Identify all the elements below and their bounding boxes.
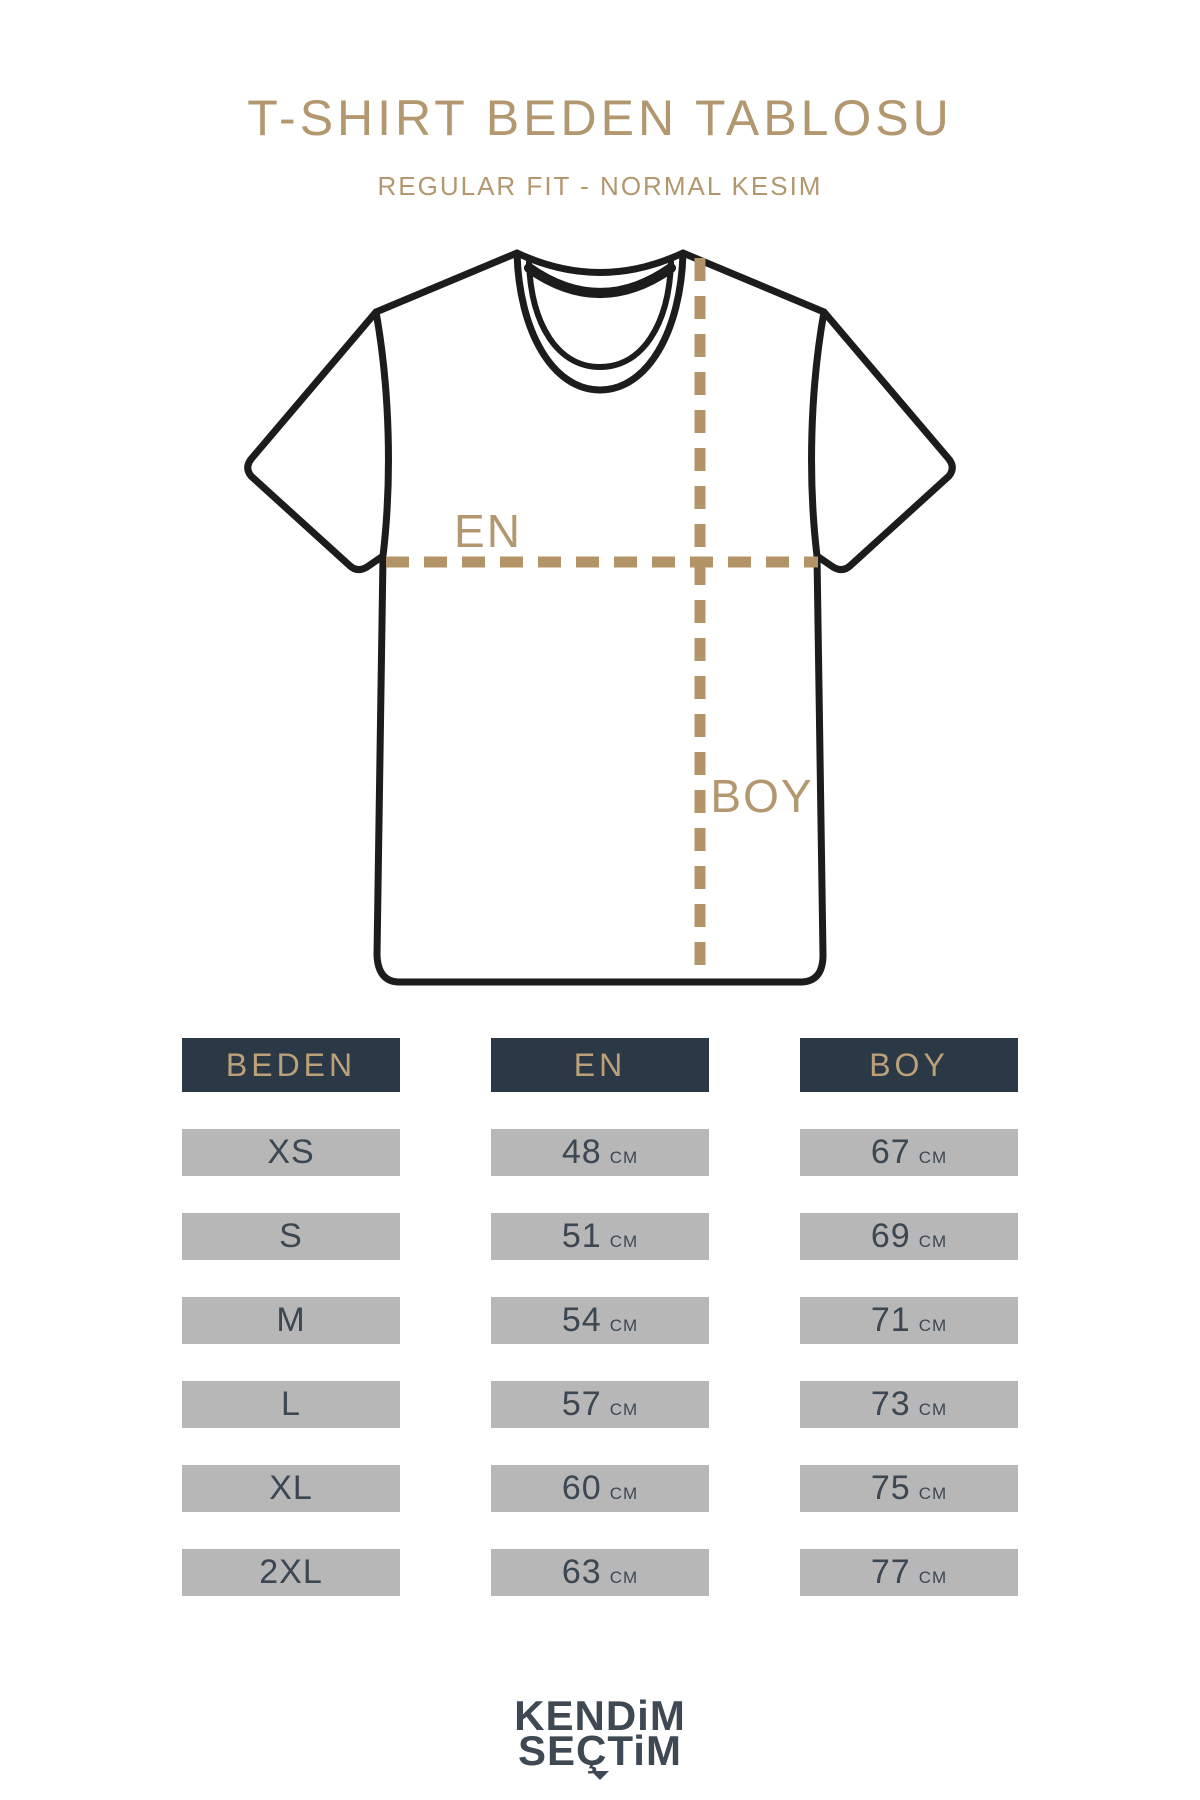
width-cell: 57 CM bbox=[491, 1381, 709, 1428]
column-header-boy: BOY bbox=[800, 1038, 1018, 1092]
brand-logo: KENDiM SEÇTiM bbox=[0, 1692, 1200, 1780]
width-cell: 60 CM bbox=[491, 1465, 709, 1512]
length-value: 69 bbox=[870, 1217, 911, 1255]
size-cell: XS bbox=[182, 1129, 400, 1176]
unit-label: CM bbox=[918, 1232, 948, 1251]
width-value: 60 bbox=[561, 1469, 602, 1507]
unit-label: CM bbox=[918, 1148, 948, 1167]
length-cell: 69 CM bbox=[800, 1213, 1018, 1260]
size-cell: M bbox=[182, 1297, 400, 1344]
size-cell: L bbox=[182, 1381, 400, 1428]
length-cell: 73 CM bbox=[800, 1381, 1018, 1428]
length-value: 71 bbox=[870, 1301, 911, 1339]
collar-inner-line bbox=[526, 259, 674, 371]
length-label: BOY bbox=[710, 770, 813, 822]
table-row: XS 48 CM 67 CM bbox=[182, 1129, 1018, 1176]
length-cell: 77 CM bbox=[800, 1549, 1018, 1596]
length-value: 75 bbox=[870, 1469, 911, 1507]
table-row: M 54 CM 71 CM bbox=[182, 1297, 1018, 1344]
width-value: 51 bbox=[561, 1217, 602, 1255]
size-cell: XL bbox=[182, 1465, 400, 1512]
collar-outer-line bbox=[513, 249, 687, 394]
length-value: 67 bbox=[870, 1133, 911, 1171]
width-cell: 48 CM bbox=[491, 1129, 709, 1176]
length-cell: 75 CM bbox=[800, 1465, 1018, 1512]
collar-back-line bbox=[524, 263, 676, 298]
length-value: 73 bbox=[870, 1385, 911, 1423]
unit-label: CM bbox=[609, 1316, 639, 1335]
brand-triangle-icon bbox=[591, 1771, 609, 1780]
length-cell: 71 CM bbox=[800, 1297, 1018, 1344]
unit-label: CM bbox=[918, 1484, 948, 1503]
tshirt-outline bbox=[244, 249, 956, 986]
table-row: XL 60 CM 75 CM bbox=[182, 1465, 1018, 1512]
page-title: T-SHIRT BEDEN TABLOSU bbox=[247, 90, 953, 146]
unit-label: CM bbox=[609, 1568, 639, 1587]
width-label: EN bbox=[454, 505, 522, 557]
width-value: 48 bbox=[561, 1133, 602, 1171]
brand-line2: SEÇTiM bbox=[518, 1727, 682, 1774]
unit-label: CM bbox=[609, 1484, 639, 1503]
unit-label: CM bbox=[609, 1232, 639, 1251]
left-sleeve-seam bbox=[372, 308, 392, 560]
unit-label: CM bbox=[918, 1568, 948, 1587]
table-row: L 57 CM 73 CM bbox=[182, 1381, 1018, 1428]
unit-label: CM bbox=[609, 1400, 639, 1419]
unit-label: CM bbox=[918, 1316, 948, 1335]
brand-line1: KENDiM bbox=[514, 1692, 686, 1739]
width-cell: 51 CM bbox=[491, 1213, 709, 1260]
width-cell: 63 CM bbox=[491, 1549, 709, 1596]
unit-label: CM bbox=[918, 1400, 948, 1419]
size-table: BEDEN EN BOY XS 48 CM 67 CM S 51 CM 69 CM M … bbox=[182, 1038, 1018, 1596]
page-subtitle: REGULAR FIT - NORMAL KESIM bbox=[377, 171, 823, 201]
length-cell: 67 CM bbox=[800, 1129, 1018, 1176]
size-cell: 2XL bbox=[182, 1549, 400, 1596]
column-header-en: EN bbox=[491, 1038, 709, 1092]
length-value: 77 bbox=[870, 1553, 911, 1591]
width-value: 63 bbox=[561, 1553, 602, 1591]
size-cell: S bbox=[182, 1213, 400, 1260]
width-cell: 54 CM bbox=[491, 1297, 709, 1344]
table-row: S 51 CM 69 CM bbox=[182, 1213, 1018, 1260]
unit-label: CM bbox=[609, 1148, 639, 1167]
width-value: 57 bbox=[561, 1385, 602, 1423]
table-row: 2XL 63 CM 77 CM bbox=[182, 1549, 1018, 1596]
column-header-beden: BEDEN bbox=[182, 1038, 400, 1092]
width-value: 54 bbox=[561, 1301, 602, 1339]
right-sleeve-seam bbox=[808, 308, 828, 560]
table-header-row: BEDEN EN BOY bbox=[182, 1038, 1018, 1092]
tshirt-diagram: EN BOY bbox=[244, 249, 956, 986]
